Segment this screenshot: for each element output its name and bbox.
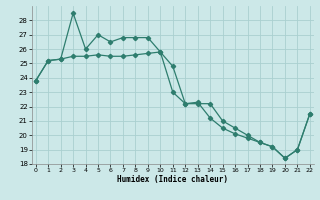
X-axis label: Humidex (Indice chaleur): Humidex (Indice chaleur) <box>117 175 228 184</box>
